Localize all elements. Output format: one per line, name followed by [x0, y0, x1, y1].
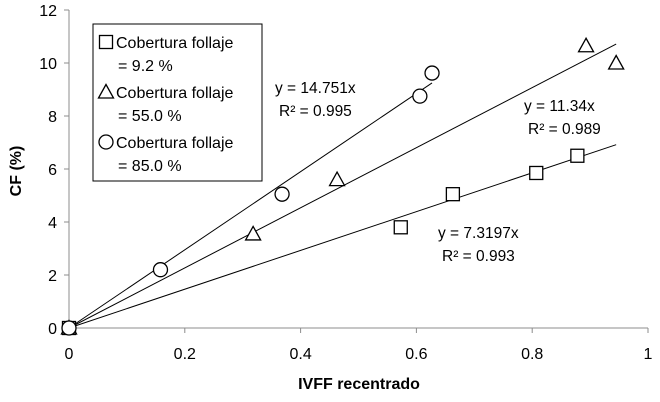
legend-symbol-triangle: [97, 83, 115, 99]
fit-r2-circle: R² = 0.995: [279, 103, 352, 120]
y-tick-label: 2: [48, 268, 57, 285]
x-tick-label: 1: [644, 346, 653, 363]
data-point-triangle: [607, 54, 625, 70]
fit-equation-square: y = 7.3197x: [438, 225, 519, 242]
y-tick-label: 12: [39, 3, 57, 20]
data-point-triangle: [577, 36, 595, 53]
fit-equation-triangle: y = 11.34x: [524, 98, 595, 115]
data-point-square: [445, 187, 461, 202]
plot-area: 0 0.2 0.4 0.6 0.8 1 0 2 4 6 8 10 12 y = 7.3197x R² =…: [39, 3, 652, 363]
fit-r2-square: R² = 0.993: [442, 248, 515, 265]
x-tick-label: 0.4: [289, 346, 311, 363]
y-tick-label: 6: [48, 162, 57, 179]
x-tick-label: 0: [65, 346, 74, 363]
data-point-circle: [61, 320, 77, 336]
x-axis-ticks: 0 0.2 0.4 0.6 0.8 1: [65, 328, 653, 363]
x-axis-label: IVFF recentrado: [298, 376, 420, 393]
y-axis-ticks: 0 2 4 6 8 10 12: [39, 3, 69, 338]
data-point-circle: [412, 88, 428, 104]
fit-equation-circle: y = 14.751x: [275, 80, 356, 97]
legend-symbol-circle: [98, 134, 114, 150]
legend-label-circle: = 85.0 %: [118, 158, 182, 175]
y-tick-label: 8: [48, 109, 57, 126]
y-axis-label: CF (%): [8, 146, 25, 197]
data-point-circle: [424, 65, 440, 81]
y-tick-label: 4: [48, 215, 57, 232]
fit-r2-triangle: R² = 0.989: [528, 121, 601, 138]
data-point-square: [529, 165, 544, 181]
x-tick-label: 0.8: [521, 346, 543, 363]
fit-annotations: y = 7.3197x R² = 0.993 y = 11.34x R² = 0.98…: [275, 80, 601, 265]
y-tick-label: 10: [39, 56, 57, 73]
legend-label-triangle: Cobertura follaje: [116, 85, 234, 102]
y-tick-label: 0: [48, 321, 57, 338]
trend-line-circle: [68, 82, 433, 329]
x-tick-label: 0.2: [174, 346, 196, 363]
legend-label-square: = 9.2 %: [118, 58, 173, 75]
data-point-triangle: [244, 225, 262, 241]
legend-box: [92, 23, 263, 182]
data-point-circle: [152, 262, 169, 278]
legend-symbol-square: [98, 34, 114, 50]
legend-label-circle: Cobertura follaje: [116, 135, 234, 152]
data-point-circle: [274, 186, 290, 202]
trend-line-square: [68, 144, 617, 329]
x-tick-label: 0.6: [405, 346, 427, 363]
data-point-square: [393, 220, 408, 235]
legend-label-square: Cobertura follaje: [116, 35, 234, 52]
data-point-triangle: [328, 170, 346, 187]
data-points: [60, 36, 625, 336]
data-point-square: [570, 148, 585, 163]
legend-label-triangle: = 55.0 %: [118, 108, 182, 125]
legend: Cobertura follaje = 9.2 % Cobertura follaj…: [92, 23, 263, 182]
